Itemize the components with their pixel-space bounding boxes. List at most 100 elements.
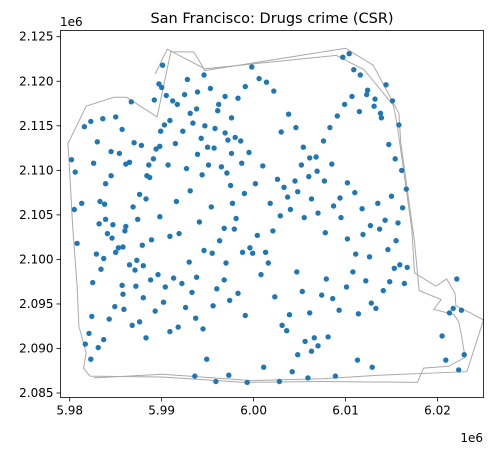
data-point	[307, 155, 313, 161]
data-point	[222, 93, 228, 100]
data-point	[254, 232, 260, 239]
data-point	[179, 280, 185, 287]
data-point	[158, 128, 164, 134]
data-point	[327, 124, 333, 131]
data-point	[221, 225, 227, 231]
crime-points	[68, 51, 467, 386]
data-point	[155, 271, 161, 278]
data-point	[227, 182, 234, 189]
data-point	[129, 322, 135, 328]
data-point	[93, 251, 100, 257]
data-point	[261, 364, 267, 370]
data-point	[97, 198, 103, 205]
data-point	[135, 216, 141, 222]
data-point	[364, 87, 371, 93]
data-point	[108, 173, 114, 179]
data-point	[182, 304, 189, 311]
data-point	[325, 334, 331, 340]
data-point	[399, 205, 406, 211]
data-point	[396, 122, 402, 128]
data-point	[109, 235, 115, 241]
data-point	[295, 352, 301, 358]
data-point	[314, 168, 320, 174]
data-point	[159, 84, 165, 91]
data-point	[281, 184, 287, 190]
data-point	[308, 348, 315, 354]
data-point	[225, 137, 231, 143]
data-point	[276, 378, 283, 385]
data-point	[101, 336, 107, 343]
data-point	[320, 138, 327, 144]
data-point	[241, 190, 248, 197]
data-point	[143, 335, 149, 341]
y-tick-label: 2.095	[19, 297, 53, 311]
data-point	[399, 167, 405, 174]
data-point	[201, 72, 207, 78]
data-point	[176, 230, 182, 237]
data-point	[173, 198, 180, 205]
data-point	[147, 277, 154, 283]
data-point	[382, 217, 388, 223]
data-point	[221, 277, 227, 283]
city-boundary-outline	[67, 47, 466, 383]
data-point	[319, 292, 325, 298]
data-point	[239, 160, 245, 166]
data-point	[300, 144, 306, 150]
data-point	[389, 98, 396, 104]
data-point	[216, 101, 222, 108]
y-tick-label: 2.085	[19, 386, 53, 400]
data-point	[120, 291, 126, 297]
y-tick-label: 2.105	[19, 208, 53, 222]
plot-area	[67, 47, 485, 386]
data-point	[456, 367, 462, 373]
data-point	[186, 259, 192, 265]
data-point	[90, 279, 96, 286]
data-point	[366, 254, 373, 260]
data-point	[295, 189, 301, 195]
data-point	[353, 251, 359, 257]
data-point	[96, 221, 102, 227]
data-point	[82, 341, 89, 347]
data-point	[278, 129, 284, 135]
data-point	[68, 157, 75, 163]
data-point	[311, 335, 317, 341]
data-point	[350, 269, 356, 275]
data-point	[81, 124, 88, 130]
data-point	[360, 231, 366, 238]
data-point	[344, 236, 351, 242]
data-point	[160, 299, 167, 305]
data-point	[175, 324, 181, 330]
data-point	[369, 364, 375, 370]
data-point	[121, 306, 127, 312]
data-point	[285, 111, 292, 117]
y-tick-label: 2.115	[19, 119, 53, 133]
data-point	[204, 356, 210, 362]
x-tick-label: 6.00	[240, 404, 267, 418]
data-point	[172, 140, 179, 147]
data-point	[123, 161, 129, 167]
data-point	[397, 262, 403, 268]
data-point	[302, 338, 308, 345]
data-point	[323, 276, 329, 282]
data-point	[334, 113, 340, 119]
data-point	[216, 238, 223, 244]
data-point	[330, 295, 336, 302]
data-point	[106, 316, 112, 322]
data-point	[204, 144, 211, 150]
data-point	[140, 263, 146, 269]
data-point	[122, 228, 128, 234]
data-point	[287, 206, 294, 213]
data-point	[341, 101, 348, 108]
data-point	[150, 156, 157, 162]
data-point	[136, 191, 143, 198]
data-point	[187, 188, 193, 194]
data-point	[357, 72, 363, 78]
data-point	[247, 245, 253, 251]
data-point	[301, 214, 307, 221]
y-tick-label: 2.125	[19, 30, 53, 44]
data-point	[343, 284, 350, 290]
y-axis-scale-label: 1e6	[60, 15, 83, 29]
data-point	[227, 297, 233, 304]
data-point	[299, 288, 305, 295]
